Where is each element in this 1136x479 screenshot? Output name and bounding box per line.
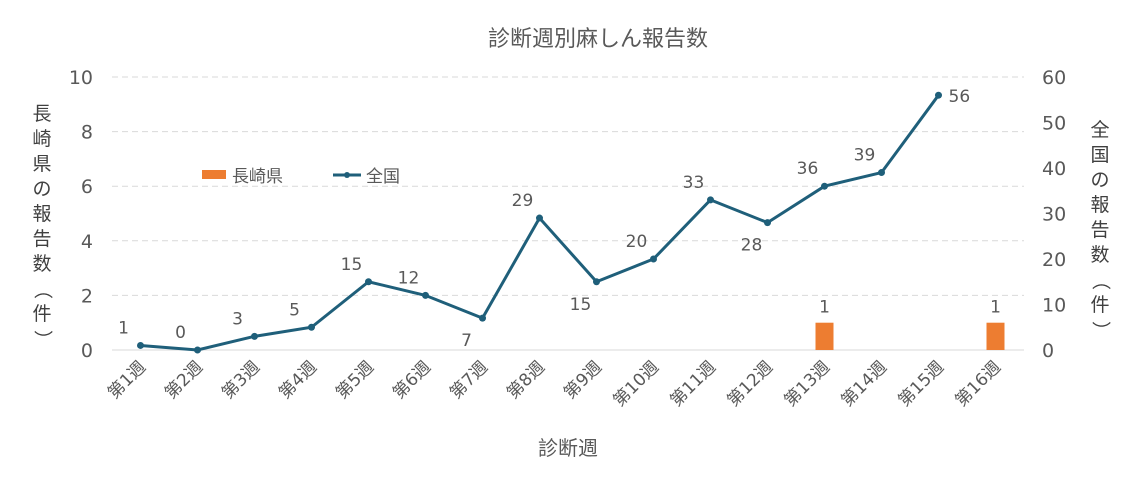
chart-title: 診断週別麻しん報告数	[488, 27, 708, 52]
point-national	[137, 341, 144, 349]
line-data-label: 1	[118, 318, 129, 338]
axis-title-char: 件	[1090, 294, 1110, 316]
y-tick-left: 10	[69, 67, 93, 89]
axis-title-char: （	[31, 279, 54, 299]
line-data-label: 15	[341, 255, 363, 275]
axis-title-char: 全	[1090, 119, 1110, 141]
line-data-label: 12	[398, 268, 420, 288]
y-axis-left-title: 長崎県の報告数 （ 件 ）	[30, 102, 54, 352]
line-data-label: 20	[626, 232, 648, 252]
legend-swatch-nagasaki	[202, 170, 226, 179]
line-data-label: 36	[797, 159, 819, 179]
x-tick-label: 第3週	[218, 357, 264, 403]
y-tick-left: 4	[81, 231, 93, 253]
legend: 長崎県 全国	[202, 167, 400, 187]
y-tick-right: 10	[1042, 295, 1066, 317]
axis-title-char: 長	[32, 103, 52, 125]
y-tick-right: 20	[1042, 249, 1066, 271]
x-tick-label: 第9週	[560, 357, 606, 403]
x-tick-label: 第4週	[275, 357, 321, 403]
x-tick-label: 第11週	[667, 357, 720, 410]
x-tick-label: 第13週	[781, 357, 834, 410]
point-national	[479, 314, 486, 322]
line-data-label: 3	[232, 309, 243, 329]
line-data-label: 33	[683, 173, 705, 193]
y-tick-right: 30	[1042, 204, 1066, 226]
y-axis-right-title: 全国の報告数 （ 件 ）	[1088, 118, 1112, 343]
point-national	[764, 219, 771, 227]
axis-title-char: 国	[1090, 144, 1110, 166]
axis-title-char: 件	[32, 303, 52, 325]
y-tick-left: 8	[81, 122, 93, 144]
x-tick-label: 第16週	[952, 357, 1005, 410]
line-data-label: 5	[289, 300, 300, 320]
x-tick-label: 第12週	[724, 357, 777, 410]
point-national	[251, 332, 258, 340]
legend-label-national: 全国	[366, 167, 400, 187]
x-tick-label: 第5週	[332, 357, 378, 403]
bar-data-label: 1	[819, 298, 830, 318]
y-tick-right: 0	[1042, 340, 1054, 362]
bar-nagasaki	[986, 322, 1005, 350]
y-tick-right: 60	[1042, 67, 1066, 89]
x-tick-label: 第7週	[446, 357, 492, 403]
bar-nagasaki	[815, 322, 834, 350]
x-tick-label: 第1週	[104, 357, 150, 403]
point-national	[935, 91, 942, 99]
axis-title-char: の	[1090, 169, 1110, 191]
line-data-label: 7	[461, 331, 472, 351]
y-tick-right: 40	[1042, 158, 1066, 180]
axis-title-char: 県	[32, 153, 52, 175]
point-national	[194, 346, 201, 354]
point-national	[422, 291, 429, 299]
point-national	[308, 323, 315, 331]
point-national	[821, 182, 828, 190]
line-data-label: 15	[570, 295, 592, 315]
x-tick-label: 第10週	[610, 357, 663, 410]
point-national	[707, 196, 714, 204]
line-data-label: 39	[854, 146, 876, 166]
point-national	[365, 278, 372, 286]
axis-title-char: 告	[1090, 219, 1110, 241]
axis-title-char: 崎	[32, 128, 52, 150]
legend-marker-national	[344, 172, 350, 178]
axis-title-char: ）	[1089, 320, 1112, 340]
axis-title-char: 数	[32, 253, 52, 275]
axis-title-char: ）	[31, 329, 54, 349]
x-axis-title: 診断週	[538, 436, 598, 460]
line-data-label: 28	[741, 236, 763, 256]
line-data-label: 0	[175, 323, 186, 343]
point-national	[593, 278, 600, 286]
point-national	[536, 214, 543, 222]
axis-title-char: 数	[1090, 244, 1110, 266]
x-tick-label: 第14週	[838, 357, 891, 410]
point-national	[878, 169, 885, 177]
x-tick-label: 第2週	[161, 357, 207, 403]
x-tick-label: 第6週	[389, 357, 435, 403]
axis-title-char: 報	[1090, 194, 1110, 216]
axis-title-char: （	[1089, 270, 1112, 290]
line-data-label: 29	[512, 191, 534, 211]
point-national	[650, 255, 657, 263]
y-tick-right: 50	[1042, 113, 1066, 135]
x-tick-label: 第8週	[503, 357, 549, 403]
y-tick-left: 0	[81, 340, 93, 362]
axis-title-char: 告	[32, 228, 52, 250]
y-tick-left: 2	[81, 285, 93, 307]
axis-title-char: 報	[32, 203, 52, 225]
legend-label-nagasaki: 長崎県	[232, 167, 283, 187]
bar-data-label: 1	[990, 298, 1001, 318]
axis-title-char: の	[32, 178, 52, 200]
x-tick-label: 第15週	[895, 357, 948, 410]
y-tick-left: 6	[81, 176, 93, 198]
line-data-label: 56	[949, 87, 971, 107]
